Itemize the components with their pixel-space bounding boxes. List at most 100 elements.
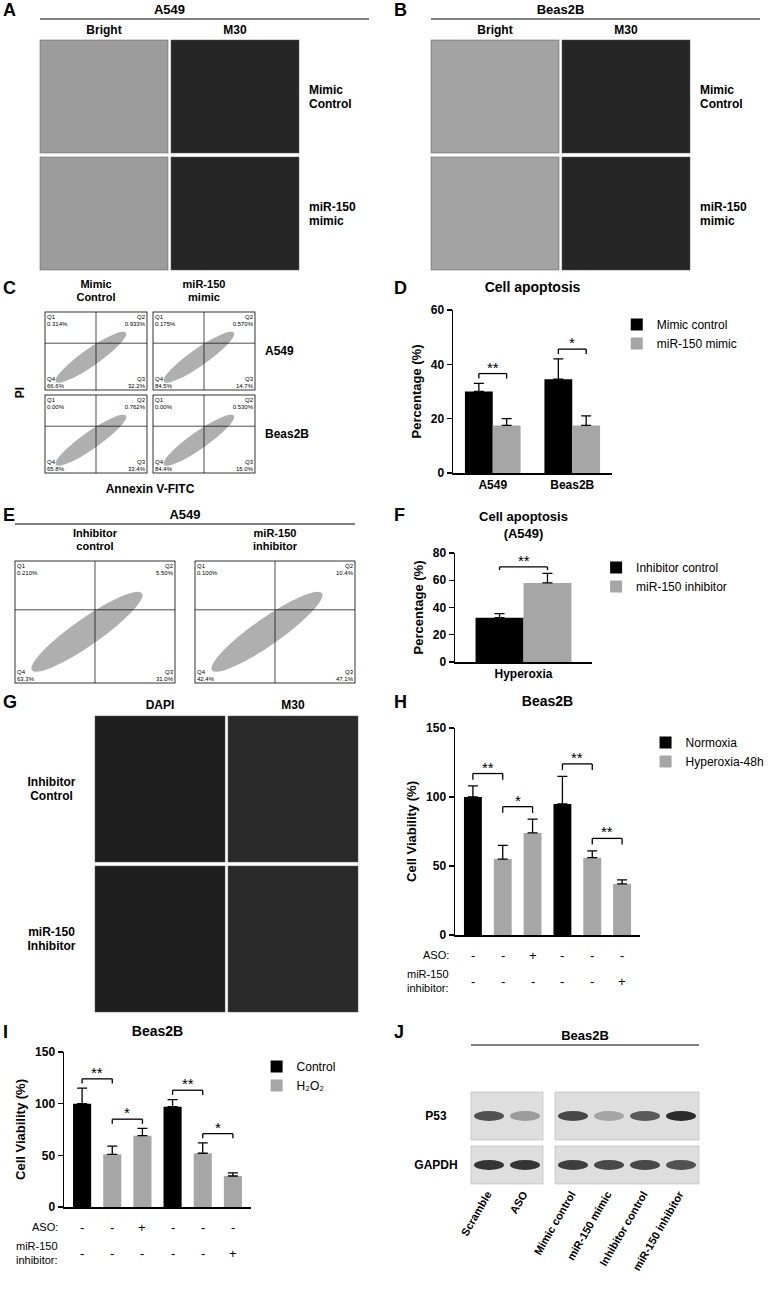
svg-text:M30: M30 [614,23,638,37]
svg-text:ASO:: ASO: [423,949,449,961]
svg-text:A549: A549 [265,344,294,358]
svg-text:-: - [560,948,564,963]
svg-text:Percentage (%): Percentage (%) [411,561,426,655]
svg-text:Cell Viability (%): Cell Viability (%) [13,1079,28,1180]
svg-text:PI: PI [13,387,27,398]
svg-text:Cell apoptosis(A549): Cell apoptosis(A549) [479,509,568,541]
svg-text:GAPDH: GAPDH [414,1158,457,1172]
svg-text:-: - [501,948,505,963]
svg-text:**: ** [182,1075,194,1092]
svg-text:miR-150mimic: miR-150mimic [309,200,356,228]
svg-text:Q20.762%: Q20.762% [125,397,146,410]
svg-text:Q10.00%: Q10.00% [155,397,173,410]
svg-text:Q463.3%: Q463.3% [17,669,35,682]
svg-text:-: - [201,1220,205,1235]
svg-text:20: 20 [431,412,445,426]
svg-text:-: - [171,1246,175,1261]
svg-text:-: - [80,1220,84,1235]
svg-text:40: 40 [433,601,447,615]
svg-text:Q25.50%: Q25.50% [156,563,174,576]
svg-text:Q10.00%: Q10.00% [47,397,65,410]
svg-text:Q332.2%: Q332.2% [128,376,146,389]
svg-text:Hyperoxia-48h: Hyperoxia-48h [686,755,764,769]
svg-text:**: ** [91,1064,103,1081]
svg-text:Scramble: Scramble [459,1189,494,1238]
svg-text:Q333.4%: Q333.4% [128,459,146,472]
svg-text:Q466.6%: Q466.6% [47,376,65,389]
svg-text:A549: A549 [154,2,185,17]
svg-text:Q10.100%: Q10.100% [197,563,218,576]
svg-text:80: 80 [433,546,447,560]
svg-text:150: 150 [426,721,446,735]
svg-text:InhibitorControl: InhibitorControl [28,775,76,803]
svg-text:100: 100 [35,1097,55,1111]
svg-text:**: ** [571,749,583,766]
svg-text:0: 0 [439,928,446,942]
svg-text:Q10.210%: Q10.210% [17,563,38,576]
svg-text:-: - [560,974,564,989]
svg-text:Q442.4%: Q442.4% [197,669,215,682]
svg-text:Percentage (%): Percentage (%) [409,345,424,439]
svg-text:miR-150mimic: miR-150mimic [700,200,747,228]
svg-text:-: - [471,948,475,963]
svg-text:50: 50 [433,859,447,873]
svg-text:Inhibitor control: Inhibitor control [636,561,718,575]
svg-text:*: * [569,334,575,351]
svg-text:Q20.530%: Q20.530% [233,397,254,410]
svg-text:-: - [80,1246,84,1261]
svg-text:150: 150 [35,1045,55,1059]
svg-text:MimicControl: MimicControl [700,83,743,111]
svg-text:miR-150 inhibitor: miR-150 inhibitor [630,1188,686,1272]
svg-text:M30: M30 [281,698,305,712]
svg-text:60: 60 [433,573,447,587]
svg-text:miR-150mimic: miR-150mimic [183,278,226,303]
svg-text:**: ** [518,552,530,569]
svg-text:P53: P53 [425,1109,447,1123]
svg-text:Q314.7%: Q314.7% [236,376,254,389]
svg-text:M30: M30 [223,23,247,37]
svg-text:*: * [515,792,521,809]
svg-text:50: 50 [42,1149,56,1163]
svg-text:Annexin V-FITC: Annexin V-FITC [106,482,195,496]
svg-text:0: 0 [48,1200,55,1214]
svg-text:+: + [529,948,537,963]
svg-text:Beas2B: Beas2B [265,427,309,441]
svg-text:-: - [231,1220,235,1235]
svg-text:DAPI: DAPI [146,698,175,712]
svg-text:miR-150inhibitor:: miR-150inhibitor: [16,1240,58,1266]
svg-text:100: 100 [426,790,446,804]
svg-text:-: - [531,974,535,989]
svg-text:miR-150Inhibitor: miR-150Inhibitor [28,925,76,953]
svg-text:-: - [140,1246,144,1261]
svg-text:Q20.933%: Q20.933% [125,314,146,327]
svg-text:ASO:: ASO: [32,1221,58,1233]
svg-text:Cell Viability (%): Cell Viability (%) [404,781,419,882]
svg-text:0: 0 [439,655,446,669]
svg-text:Beas2B: Beas2B [522,693,573,709]
svg-text:miR-150inhibitor: miR-150inhibitor [253,527,298,552]
svg-text:20: 20 [433,628,447,642]
svg-text:Mimic control: Mimic control [657,318,728,332]
svg-text:miR-150 mimic: miR-150 mimic [657,337,737,351]
svg-text:-: - [620,948,624,963]
svg-text:Beas2B: Beas2B [537,2,585,17]
svg-text:Q315.0%: Q315.0% [236,459,254,472]
svg-text:Beas2B: Beas2B [550,478,594,492]
svg-text:**: ** [601,823,613,840]
svg-text:Bright: Bright [477,23,512,37]
svg-text:A549: A549 [169,507,200,522]
svg-text:Q484.4%: Q484.4% [155,459,173,472]
svg-text:Cell apoptosis: Cell apoptosis [485,279,581,295]
svg-text:Q347.1%: Q347.1% [336,669,354,682]
svg-text:-: - [171,1220,175,1235]
svg-text:40: 40 [431,358,445,372]
svg-text:A549: A549 [478,478,507,492]
svg-text:Q20.570%: Q20.570% [233,314,254,327]
svg-text:+: + [618,974,626,989]
svg-text:+: + [138,1220,146,1235]
svg-text:**: ** [482,759,494,776]
svg-text:-: - [471,974,475,989]
svg-text:Q10.175%: Q10.175% [155,314,176,327]
svg-text:Hyperoxia: Hyperoxia [494,667,552,681]
svg-text:60: 60 [431,303,445,317]
